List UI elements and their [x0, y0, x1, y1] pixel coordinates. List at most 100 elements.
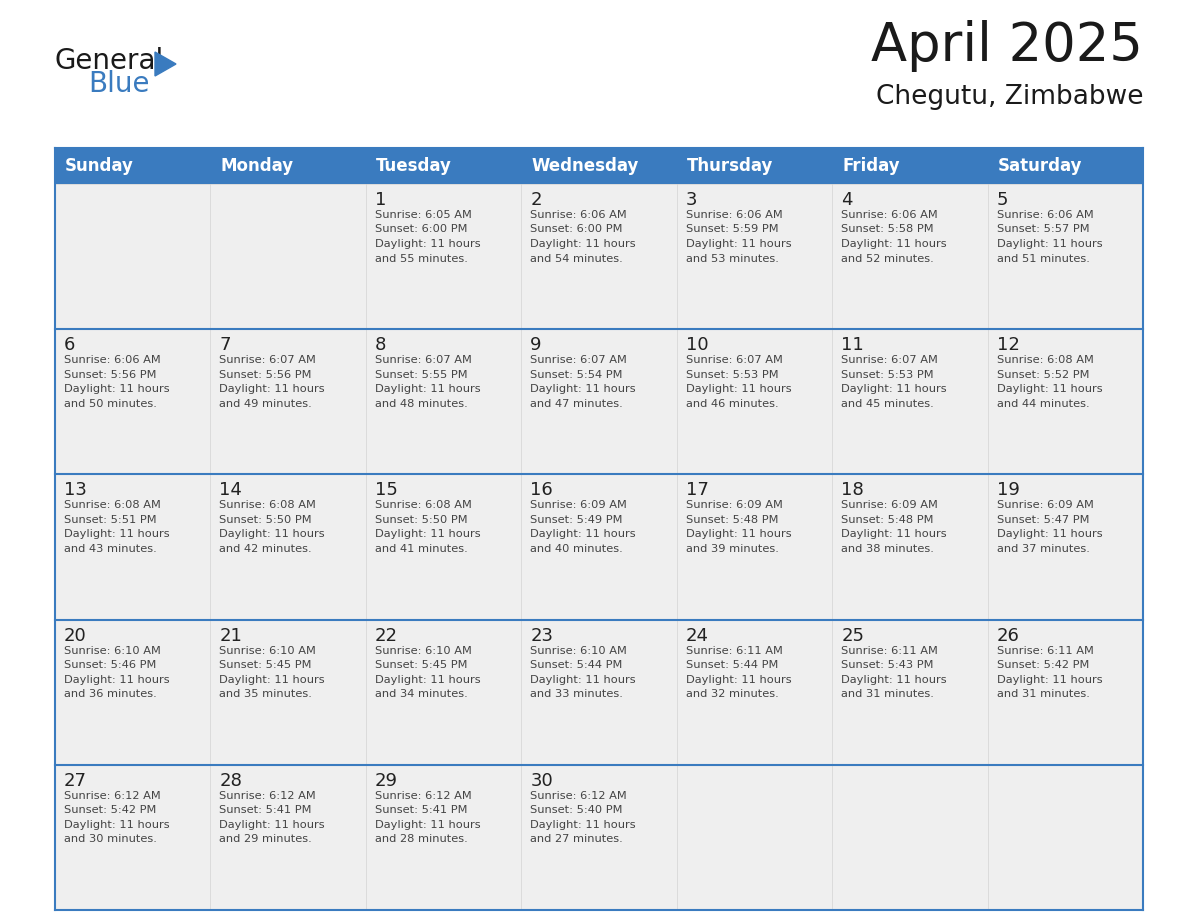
Text: Sunset: 5:59 PM: Sunset: 5:59 PM — [685, 225, 778, 234]
Text: and 29 minutes.: and 29 minutes. — [220, 834, 312, 845]
Text: Sunrise: 6:09 AM: Sunrise: 6:09 AM — [997, 500, 1093, 510]
Text: Tuesday: Tuesday — [375, 157, 451, 175]
Text: and 47 minutes.: and 47 minutes. — [530, 398, 623, 409]
Text: 30: 30 — [530, 772, 554, 789]
Text: and 45 minutes.: and 45 minutes. — [841, 398, 934, 409]
Text: Daylight: 11 hours: Daylight: 11 hours — [685, 385, 791, 394]
Text: Sunrise: 6:12 AM: Sunrise: 6:12 AM — [530, 790, 627, 800]
Text: Daylight: 11 hours: Daylight: 11 hours — [530, 385, 636, 394]
Text: Sunset: 5:58 PM: Sunset: 5:58 PM — [841, 225, 934, 234]
Bar — [522, 148, 677, 184]
Text: April 2025: April 2025 — [871, 20, 1143, 72]
Text: Sunrise: 6:11 AM: Sunrise: 6:11 AM — [685, 645, 783, 655]
Text: Daylight: 11 hours: Daylight: 11 hours — [685, 675, 791, 685]
Text: Sunset: 5:42 PM: Sunset: 5:42 PM — [997, 660, 1089, 670]
Text: Sunset: 5:56 PM: Sunset: 5:56 PM — [220, 370, 312, 380]
Text: Daylight: 11 hours: Daylight: 11 hours — [685, 239, 791, 249]
Text: Sunset: 5:53 PM: Sunset: 5:53 PM — [685, 370, 778, 380]
Text: Thursday: Thursday — [687, 157, 773, 175]
Text: and 51 minutes.: and 51 minutes. — [997, 253, 1089, 263]
Text: and 48 minutes.: and 48 minutes. — [375, 398, 468, 409]
Text: Sunset: 5:48 PM: Sunset: 5:48 PM — [685, 515, 778, 525]
Text: Daylight: 11 hours: Daylight: 11 hours — [375, 820, 480, 830]
Text: Daylight: 11 hours: Daylight: 11 hours — [64, 530, 170, 540]
Text: Sunset: 5:51 PM: Sunset: 5:51 PM — [64, 515, 157, 525]
Bar — [987, 148, 1143, 184]
Text: Sunset: 5:41 PM: Sunset: 5:41 PM — [220, 805, 312, 815]
Text: and 40 minutes.: and 40 minutes. — [530, 543, 623, 554]
Text: Sunrise: 6:10 AM: Sunrise: 6:10 AM — [530, 645, 627, 655]
Text: Sunset: 5:44 PM: Sunset: 5:44 PM — [685, 660, 778, 670]
Text: Saturday: Saturday — [998, 157, 1082, 175]
Text: Sunset: 5:46 PM: Sunset: 5:46 PM — [64, 660, 157, 670]
Text: 20: 20 — [64, 627, 87, 644]
Text: 1: 1 — [375, 191, 386, 209]
Text: and 30 minutes.: and 30 minutes. — [64, 834, 157, 845]
Text: Daylight: 11 hours: Daylight: 11 hours — [375, 239, 480, 249]
Text: Sunset: 5:45 PM: Sunset: 5:45 PM — [220, 660, 312, 670]
Text: and 31 minutes.: and 31 minutes. — [841, 689, 934, 700]
Text: and 32 minutes.: and 32 minutes. — [685, 689, 778, 700]
Text: Chegutu, Zimbabwe: Chegutu, Zimbabwe — [876, 84, 1143, 110]
Text: Sunrise: 6:12 AM: Sunrise: 6:12 AM — [220, 790, 316, 800]
Text: Sunrise: 6:10 AM: Sunrise: 6:10 AM — [64, 645, 160, 655]
Bar — [832, 148, 987, 184]
Text: Sunset: 5:41 PM: Sunset: 5:41 PM — [375, 805, 467, 815]
Text: Sunrise: 6:06 AM: Sunrise: 6:06 AM — [64, 355, 160, 365]
Text: Sunrise: 6:09 AM: Sunrise: 6:09 AM — [685, 500, 783, 510]
Text: and 38 minutes.: and 38 minutes. — [841, 543, 934, 554]
Text: and 44 minutes.: and 44 minutes. — [997, 398, 1089, 409]
Text: and 50 minutes.: and 50 minutes. — [64, 398, 157, 409]
Text: and 36 minutes.: and 36 minutes. — [64, 689, 157, 700]
Text: 4: 4 — [841, 191, 853, 209]
Text: 29: 29 — [375, 772, 398, 789]
Text: and 33 minutes.: and 33 minutes. — [530, 689, 624, 700]
Text: Sunset: 5:53 PM: Sunset: 5:53 PM — [841, 370, 934, 380]
Text: Sunrise: 6:09 AM: Sunrise: 6:09 AM — [841, 500, 939, 510]
Text: Sunrise: 6:07 AM: Sunrise: 6:07 AM — [841, 355, 939, 365]
Text: Sunrise: 6:11 AM: Sunrise: 6:11 AM — [997, 645, 1093, 655]
Text: Daylight: 11 hours: Daylight: 11 hours — [375, 385, 480, 394]
Text: 17: 17 — [685, 481, 708, 499]
Text: 19: 19 — [997, 481, 1019, 499]
Text: and 43 minutes.: and 43 minutes. — [64, 543, 157, 554]
Bar — [55, 184, 1143, 330]
Text: Sunset: 5:45 PM: Sunset: 5:45 PM — [375, 660, 467, 670]
Text: Daylight: 11 hours: Daylight: 11 hours — [64, 675, 170, 685]
Text: Sunset: 5:47 PM: Sunset: 5:47 PM — [997, 515, 1089, 525]
Text: and 41 minutes.: and 41 minutes. — [375, 543, 468, 554]
Text: Sunset: 6:00 PM: Sunset: 6:00 PM — [375, 225, 467, 234]
Text: 10: 10 — [685, 336, 708, 354]
Text: Sunrise: 6:12 AM: Sunrise: 6:12 AM — [64, 790, 160, 800]
Text: Sunset: 5:44 PM: Sunset: 5:44 PM — [530, 660, 623, 670]
Text: Sunrise: 6:12 AM: Sunrise: 6:12 AM — [375, 790, 472, 800]
Text: 21: 21 — [220, 627, 242, 644]
Text: Sunrise: 6:07 AM: Sunrise: 6:07 AM — [530, 355, 627, 365]
Text: Sunrise: 6:06 AM: Sunrise: 6:06 AM — [685, 210, 783, 220]
Bar — [55, 475, 1143, 620]
Text: Sunset: 5:48 PM: Sunset: 5:48 PM — [841, 515, 934, 525]
Bar — [55, 330, 1143, 475]
Text: Daylight: 11 hours: Daylight: 11 hours — [685, 530, 791, 540]
Text: Sunset: 5:52 PM: Sunset: 5:52 PM — [997, 370, 1089, 380]
Text: 22: 22 — [375, 627, 398, 644]
Text: Daylight: 11 hours: Daylight: 11 hours — [841, 239, 947, 249]
Text: and 49 minutes.: and 49 minutes. — [220, 398, 312, 409]
Text: Sunset: 5:40 PM: Sunset: 5:40 PM — [530, 805, 623, 815]
Text: Daylight: 11 hours: Daylight: 11 hours — [220, 675, 326, 685]
Text: Daylight: 11 hours: Daylight: 11 hours — [375, 675, 480, 685]
Text: Sunset: 6:00 PM: Sunset: 6:00 PM — [530, 225, 623, 234]
Text: 7: 7 — [220, 336, 230, 354]
Text: 8: 8 — [375, 336, 386, 354]
Text: and 35 minutes.: and 35 minutes. — [220, 689, 312, 700]
Text: and 27 minutes.: and 27 minutes. — [530, 834, 623, 845]
Text: and 34 minutes.: and 34 minutes. — [375, 689, 468, 700]
Text: Daylight: 11 hours: Daylight: 11 hours — [220, 385, 326, 394]
Text: Daylight: 11 hours: Daylight: 11 hours — [375, 530, 480, 540]
Text: and 52 minutes.: and 52 minutes. — [841, 253, 934, 263]
Text: Sunset: 5:43 PM: Sunset: 5:43 PM — [841, 660, 934, 670]
Text: Daylight: 11 hours: Daylight: 11 hours — [530, 820, 636, 830]
Text: General: General — [55, 47, 164, 75]
Text: Friday: Friday — [842, 157, 899, 175]
Bar — [55, 765, 1143, 910]
